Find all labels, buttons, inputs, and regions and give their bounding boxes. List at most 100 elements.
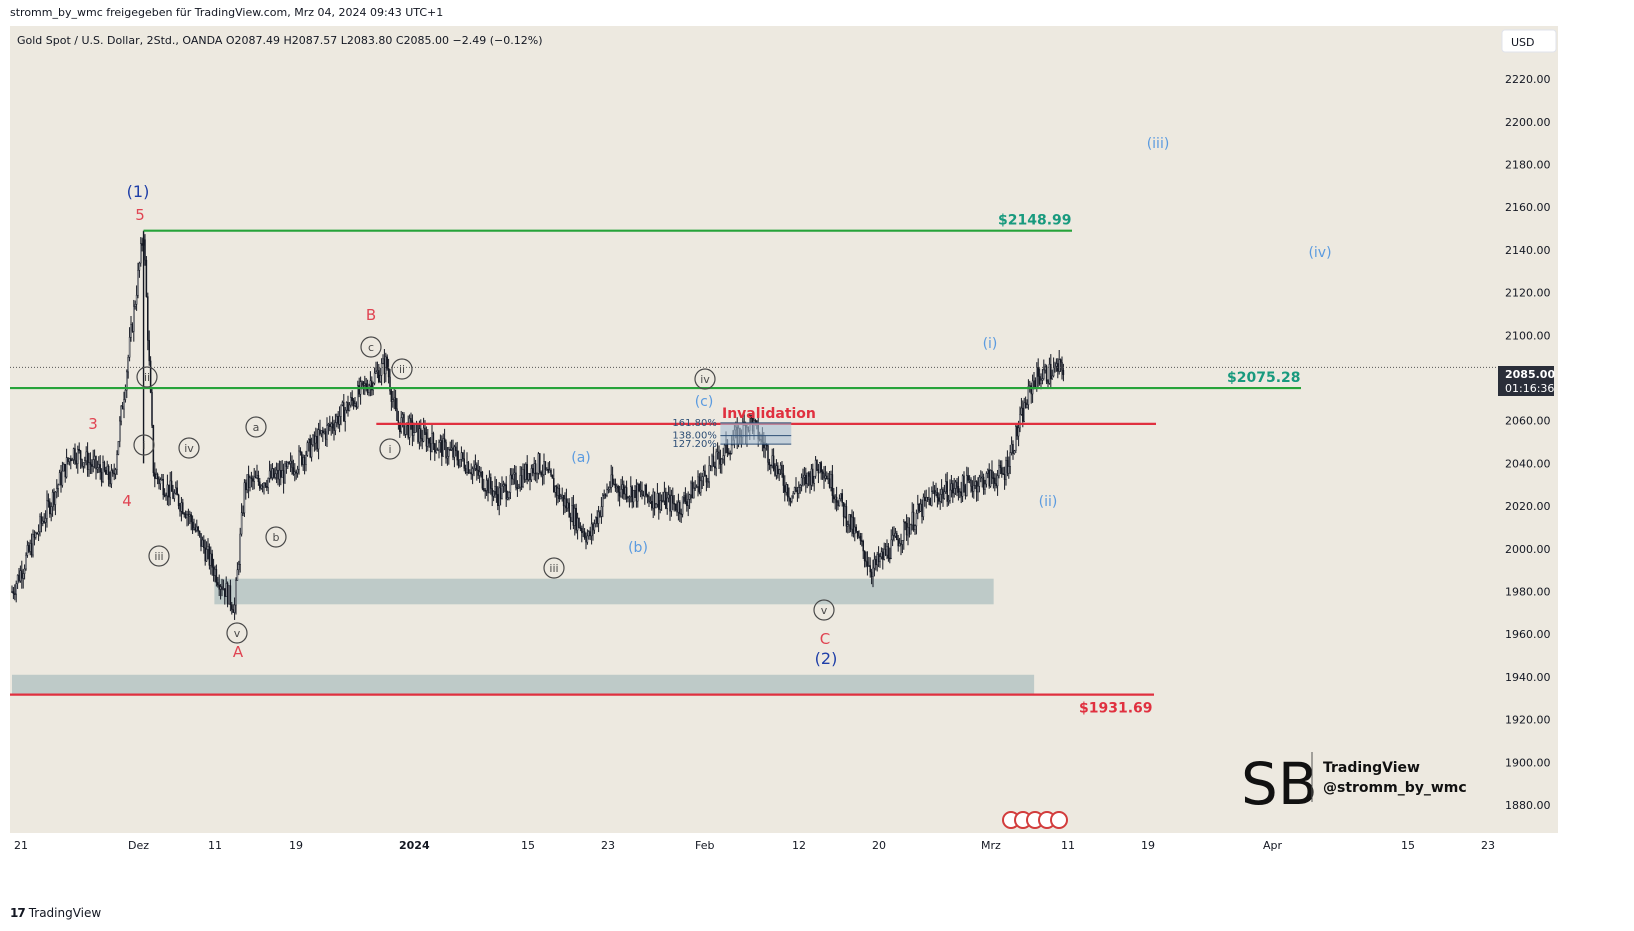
candle-body bbox=[54, 491, 57, 505]
candle-body bbox=[511, 474, 513, 480]
candle-body bbox=[466, 462, 468, 473]
candle-body bbox=[196, 526, 198, 531]
candle-body bbox=[891, 535, 894, 541]
candle-body bbox=[106, 465, 108, 475]
candle-body bbox=[644, 484, 646, 497]
candle-body bbox=[75, 460, 78, 465]
candle-body bbox=[58, 472, 61, 486]
candlesticks bbox=[10, 230, 1498, 620]
candle-body bbox=[646, 494, 649, 497]
candle-body bbox=[145, 259, 148, 297]
candle-body bbox=[932, 490, 934, 492]
candle-body bbox=[698, 476, 701, 493]
candle-body bbox=[599, 511, 601, 517]
candle-body bbox=[1002, 473, 1004, 475]
candle-body bbox=[452, 447, 454, 458]
candle-body bbox=[169, 480, 171, 498]
candle-body bbox=[438, 442, 440, 451]
candle-body bbox=[837, 502, 839, 507]
candle-body bbox=[302, 457, 304, 465]
candle-body bbox=[770, 464, 772, 467]
y-tick-label: 1940.00 bbox=[1505, 671, 1551, 684]
candle-body bbox=[775, 465, 778, 476]
candle-body bbox=[127, 356, 129, 373]
candle-body bbox=[674, 503, 677, 510]
candle-body bbox=[543, 461, 545, 475]
candle-body bbox=[506, 497, 509, 500]
candle-body bbox=[32, 534, 34, 556]
x-tick-label: 23 bbox=[1481, 839, 1495, 852]
candle-body bbox=[883, 548, 885, 560]
candle-body bbox=[645, 484, 647, 496]
candle-body bbox=[186, 513, 188, 518]
candle-body bbox=[572, 505, 575, 526]
candle-body bbox=[79, 450, 82, 460]
candle-body bbox=[259, 481, 261, 489]
candle-body bbox=[719, 458, 722, 465]
candle-body bbox=[677, 501, 680, 513]
candle-body bbox=[550, 469, 552, 476]
candle-body bbox=[383, 358, 386, 375]
candle-body bbox=[110, 470, 113, 485]
candle-body bbox=[173, 492, 176, 499]
candle-body bbox=[907, 527, 909, 536]
candle-body bbox=[914, 525, 916, 530]
candle-body bbox=[714, 466, 716, 469]
candle-body bbox=[663, 491, 666, 502]
candle-body bbox=[589, 531, 591, 537]
candle-body bbox=[337, 416, 339, 425]
candle-body bbox=[530, 468, 533, 481]
candle-body bbox=[964, 485, 967, 496]
candle-body bbox=[93, 456, 96, 460]
currency-button[interactable] bbox=[1501, 29, 1557, 53]
candle-body bbox=[778, 469, 780, 475]
candle-body bbox=[820, 462, 822, 472]
candle-body bbox=[137, 270, 139, 296]
price-chart[interactable]: $2148.99 $2075.28 $1931.69 Invalidation 161… bbox=[10, 26, 1624, 894]
candle-body bbox=[159, 479, 162, 485]
candle-body bbox=[222, 588, 225, 590]
candle-body bbox=[987, 469, 989, 474]
candle-body bbox=[268, 470, 271, 479]
candle-body bbox=[518, 486, 520, 489]
candle-body bbox=[1036, 367, 1038, 388]
candle-body bbox=[918, 503, 920, 512]
candle-body bbox=[610, 474, 612, 488]
y-tick-label: 1900.00 bbox=[1505, 756, 1551, 769]
candle-body bbox=[463, 458, 465, 469]
candle-body bbox=[450, 447, 453, 450]
candle-body bbox=[264, 482, 267, 487]
candle-body bbox=[966, 475, 968, 496]
candle-body bbox=[977, 486, 979, 493]
candle-body bbox=[288, 462, 290, 464]
candle-body bbox=[630, 486, 632, 497]
candle-body bbox=[767, 445, 769, 463]
candle-body bbox=[796, 490, 799, 494]
candle-body bbox=[389, 376, 391, 392]
candle-body bbox=[219, 586, 222, 590]
candle-body bbox=[156, 474, 159, 480]
candle-body bbox=[203, 539, 205, 549]
candle-body bbox=[135, 294, 138, 305]
x-tick-label: 19 bbox=[289, 839, 303, 852]
candle-body bbox=[810, 468, 813, 486]
candle-body bbox=[879, 556, 881, 563]
candle-body bbox=[595, 517, 597, 524]
candle-body bbox=[809, 476, 811, 486]
candle-body bbox=[659, 500, 661, 510]
candle-body bbox=[266, 485, 268, 488]
candle-body bbox=[435, 449, 437, 453]
footer-brand[interactable]: 17 TradingView bbox=[10, 906, 101, 920]
chart-area[interactable]: $2148.99 $2075.28 $1931.69 Invalidation 161… bbox=[10, 26, 1624, 894]
candle-body bbox=[596, 517, 598, 524]
y-tick-label: 2100.00 bbox=[1505, 329, 1551, 342]
us-events-icons[interactable] bbox=[1002, 811, 1068, 829]
wave-label-minor: (iii) bbox=[1147, 136, 1170, 152]
candle-body bbox=[487, 479, 489, 494]
candle-body bbox=[651, 501, 653, 509]
candle-body bbox=[432, 433, 435, 444]
wave-label-circled: iii bbox=[543, 557, 565, 579]
watermark-handle: @stromm_by_wmc bbox=[1323, 780, 1467, 796]
candle-body bbox=[235, 580, 237, 606]
candle-body bbox=[655, 503, 657, 509]
